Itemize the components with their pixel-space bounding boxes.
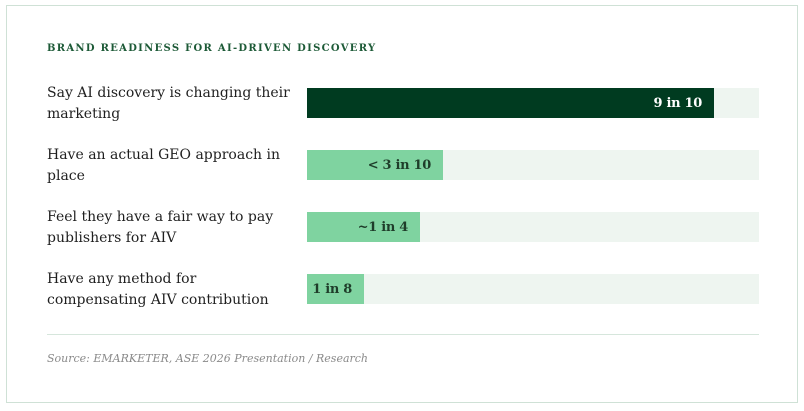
bar-value-label: ~1 in 4	[357, 219, 409, 235]
bar: 1 in 8	[307, 274, 364, 304]
bar-row: Have any method for compensating AIV con…	[47, 270, 759, 320]
source-note: Source: EMARKETER, ASE 2026 Presentation…	[47, 352, 369, 365]
bar-label: Say AI discovery is changing their marke…	[47, 85, 290, 122]
bar-value-label: < 3 in 10	[367, 157, 432, 173]
bar-row: Feel they have a fair way to pay publish…	[47, 208, 759, 258]
bar: 9 in 10	[307, 88, 714, 118]
bar-label: Have any method for compensating AIV con…	[47, 271, 269, 308]
bar-row: Have an actual GEO approach in place < 3…	[47, 146, 759, 196]
bar-track: 1 in 8	[307, 274, 759, 304]
bar-label: Have an actual GEO approach in place	[47, 147, 280, 184]
bar-track: ~1 in 4	[307, 212, 759, 242]
bar: < 3 in 10	[307, 150, 443, 180]
bar-label: Feel they have a fair way to pay publish…	[47, 209, 274, 246]
bar-row: Say AI discovery is changing their marke…	[47, 84, 759, 134]
chart-title: BRAND READINESS FOR AI-DRIVEN DISCOVERY	[47, 43, 377, 54]
bar-track: 9 in 10	[307, 88, 759, 118]
bar-value-label: 1 in 8	[312, 281, 352, 297]
bar-track: < 3 in 10	[307, 150, 759, 180]
bar-value-label: 9 in 10	[653, 95, 703, 111]
chart-card: BRAND READINESS FOR AI-DRIVEN DISCOVERY …	[6, 5, 798, 403]
divider	[47, 334, 759, 335]
bar: ~1 in 4	[307, 212, 420, 242]
